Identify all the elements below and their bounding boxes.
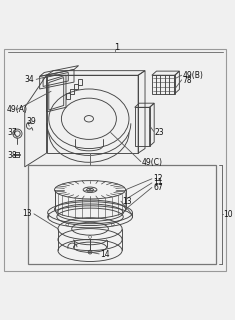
Text: 11: 11 (153, 179, 163, 188)
Text: 78: 78 (182, 76, 192, 85)
Text: 1: 1 (114, 43, 119, 52)
Text: 39: 39 (26, 117, 36, 126)
Text: 10: 10 (223, 210, 233, 219)
Circle shape (89, 252, 91, 253)
Text: 23: 23 (154, 128, 164, 137)
FancyBboxPatch shape (28, 164, 216, 264)
Text: 14: 14 (100, 250, 110, 259)
Text: 38: 38 (7, 151, 17, 160)
Text: 34: 34 (24, 75, 34, 84)
FancyBboxPatch shape (4, 49, 226, 271)
Text: 12: 12 (153, 174, 163, 183)
Text: 13: 13 (22, 209, 32, 218)
Text: 49(C): 49(C) (141, 158, 163, 167)
Text: 13: 13 (122, 197, 132, 206)
Text: 67: 67 (153, 183, 163, 192)
Text: 37: 37 (7, 128, 17, 137)
Text: 49(A): 49(A) (7, 105, 28, 114)
Text: 49(B): 49(B) (182, 71, 203, 80)
